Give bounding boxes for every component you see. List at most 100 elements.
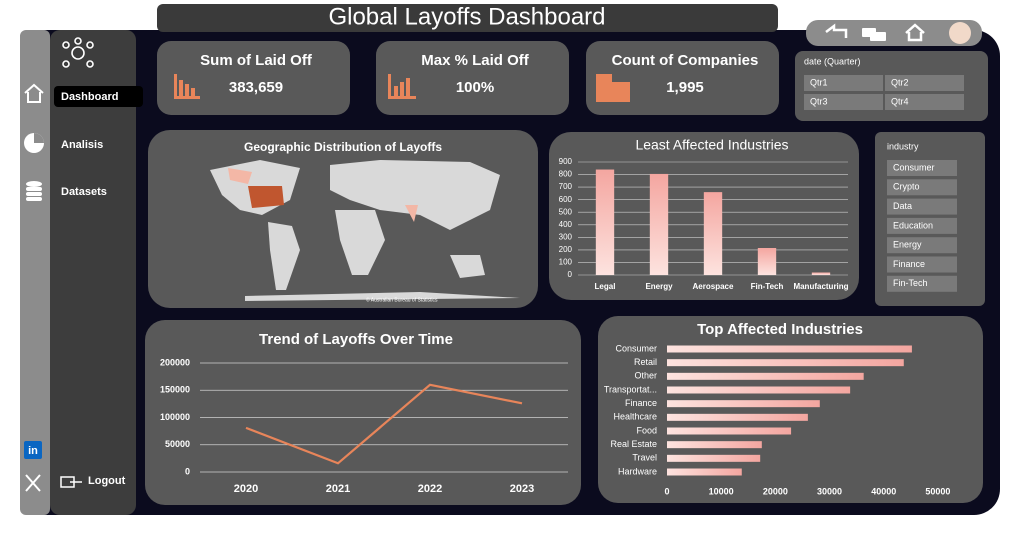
bar: [811, 272, 831, 275]
y-tick-label: Travel: [632, 453, 657, 463]
slicer-item-label: Energy: [893, 240, 922, 250]
y-tick-label: Food: [636, 425, 657, 435]
slicer-item[interactable]: [887, 275, 957, 292]
slicer-item[interactable]: [887, 160, 957, 176]
title-bar: [157, 4, 778, 32]
nav-item[interactable]: Dashboard: [61, 91, 118, 103]
y-tick-label: 0: [185, 466, 190, 476]
bar: [649, 173, 669, 275]
nav-item[interactable]: Datasets: [61, 186, 107, 198]
slicer-item-label: Qtr1: [810, 77, 828, 87]
linkedin-glyph: in: [28, 445, 38, 457]
bar: [667, 400, 820, 408]
chart-icon-slice: [34, 133, 44, 143]
y-tick-label: Healthcare: [613, 412, 657, 422]
slicer-item-label: Qtr3: [810, 96, 828, 106]
y-tick-label: 150000: [160, 385, 190, 395]
slicer-item[interactable]: [887, 179, 957, 196]
map-canada: [228, 168, 252, 184]
slicer-title: date (Quarter): [804, 56, 861, 66]
slicer-title: industry: [887, 141, 919, 151]
y-tick-label: 900: [559, 157, 573, 166]
kpi-label: Max % Laid Off: [421, 52, 530, 69]
home-button[interactable]: [905, 23, 925, 42]
kpi-icon: [174, 74, 200, 99]
y-tick-label: 400: [559, 220, 573, 229]
linkedin-icon[interactable]: [24, 441, 42, 459]
y-tick-label: 0: [568, 270, 573, 279]
x-tick-label: 2021: [326, 483, 350, 495]
y-tick-label: Hardware: [618, 466, 657, 476]
kpi-icon: [388, 74, 416, 99]
bar: [667, 427, 792, 435]
slicer-item[interactable]: [885, 94, 964, 110]
kpi-value: 1,995: [666, 79, 704, 96]
x-tick-label: 40000: [871, 486, 896, 496]
slicer-item[interactable]: [887, 237, 957, 254]
slicer-item[interactable]: [804, 94, 883, 110]
y-tick-label: Other: [634, 371, 657, 381]
bar: [703, 192, 723, 275]
chat-icon[interactable]: [862, 28, 886, 41]
x-tick-label: Energy: [645, 282, 673, 291]
slicer-item-label: Crypto: [893, 182, 920, 192]
y-tick-label: Transportat...: [604, 384, 657, 394]
y-tick-label: 200000: [160, 357, 190, 367]
nav-logout[interactable]: Logout: [88, 475, 126, 487]
x-tick-label: 2023: [510, 483, 534, 495]
y-tick-label: 100: [559, 258, 573, 267]
slicer-item[interactable]: [887, 217, 957, 234]
x-tick-label: 2022: [418, 483, 442, 495]
x-icon[interactable]: [25, 474, 41, 492]
home-icon[interactable]: [24, 83, 44, 103]
x-tick-label: 20000: [763, 486, 788, 496]
bar: [667, 468, 742, 476]
slicer-item[interactable]: [887, 198, 957, 215]
logout-icon[interactable]: [60, 476, 82, 488]
slicer-item-label: Consumer: [893, 162, 935, 172]
kpi-card: [376, 41, 569, 115]
y-tick-label: 200: [559, 245, 573, 254]
line: [245, 383, 523, 465]
map-usa: [248, 186, 284, 208]
bar: [757, 248, 777, 275]
nav-item[interactable]: Analisis: [61, 139, 103, 151]
kpi-value: 100%: [456, 79, 494, 96]
avatar[interactable]: [949, 22, 971, 44]
slicer-item[interactable]: [885, 75, 964, 91]
x-tick-label: 10000: [709, 486, 734, 496]
kpi-card: [157, 41, 350, 115]
bar: [667, 454, 761, 462]
slicer-item-label: Finance: [893, 259, 925, 269]
dashboard-title: Global Layoffs Dashboard: [328, 3, 605, 30]
x-tick-label: Aerospace: [693, 282, 734, 291]
database-icon[interactable]: [26, 181, 42, 201]
bar: [667, 441, 762, 449]
slicer-item[interactable]: [887, 256, 957, 273]
map-india: [405, 205, 418, 222]
chart-title: Trend of Layoffs Over Time: [259, 331, 453, 348]
kpi-label: Count of Companies: [612, 52, 759, 69]
kpi-value: 383,659: [229, 79, 283, 96]
y-tick-label: Retail: [634, 357, 657, 367]
bar: [667, 345, 912, 353]
kpi-icon: [596, 74, 630, 102]
x-tick-label: Fin-Tech: [751, 282, 784, 291]
slicer-item-label: Qtr2: [891, 77, 909, 87]
map-attribution: © Australian Bureau of Statistics: [366, 296, 438, 303]
x-tick-label: 2020: [234, 483, 258, 495]
bar: [595, 169, 615, 275]
slicer-item-label: Qtr4: [891, 96, 909, 106]
x-tick-label: 0: [664, 486, 669, 496]
y-tick-label: 700: [559, 182, 573, 191]
chart-title: Top Affected Industries: [697, 321, 863, 338]
icon-rail: [20, 30, 50, 515]
bar: [667, 359, 904, 367]
y-tick-label: 50000: [165, 439, 190, 449]
back-icon[interactable]: [825, 23, 848, 38]
nav-active: [54, 86, 143, 107]
slicer-item[interactable]: [804, 75, 883, 91]
x-tick-label: 50000: [925, 486, 950, 496]
logo: [62, 37, 94, 68]
slicer-item-label: Education: [893, 220, 933, 230]
